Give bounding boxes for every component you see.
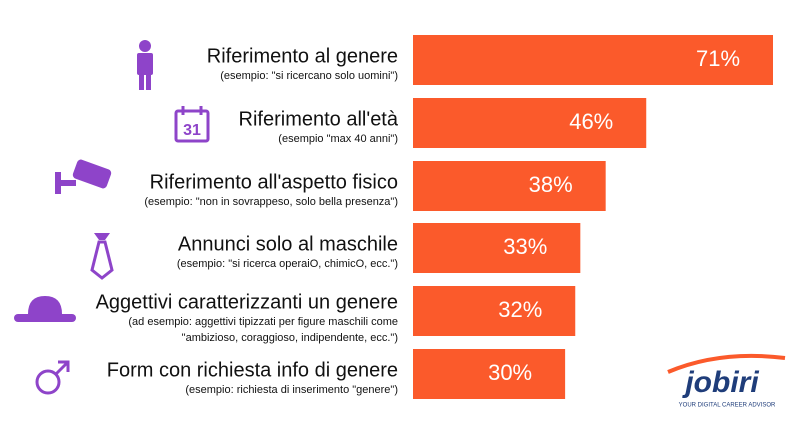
category-label: Riferimento all'aspetto fisico [150, 171, 398, 193]
bar [413, 35, 773, 85]
logo-name: jobiri [681, 366, 759, 399]
value-label: 32% [498, 297, 542, 322]
category-label: Annunci solo al maschile [178, 233, 398, 255]
bar [413, 286, 576, 336]
value-label: 38% [529, 172, 573, 197]
category-description: (ad esempio: aggettivi tipizzati per fig… [128, 316, 398, 328]
category-description: (esempio: richiesta di inserimento "gene… [185, 384, 398, 396]
category-description: (esempio "max 40 anni") [278, 133, 398, 145]
icon-person [137, 40, 153, 90]
icon-tie [90, 233, 114, 280]
bar [413, 161, 606, 211]
icon-hat [14, 296, 76, 322]
icon-calendar: 31 [174, 106, 210, 143]
value-label: 46% [569, 109, 613, 134]
value-label: 30% [488, 360, 532, 385]
category-label: Form con richiesta info di genere [107, 359, 398, 381]
category-label: Riferimento all'età [239, 108, 399, 130]
logo-tagline: YOUR DIGITAL CAREER ADVISOR [679, 403, 776, 409]
category-description: (esempio: "si ricerca operaiO, chimicO, … [177, 258, 398, 270]
bar [413, 223, 581, 273]
icon-male [35, 360, 70, 395]
value-label: 71% [696, 46, 740, 71]
category-description: "ambizioso, coraggioso, indipendente, ec… [182, 332, 398, 344]
logo: jobiri YOUR DIGITAL CAREER ADVISOR [667, 353, 786, 409]
category-label: Riferimento al genere [207, 45, 398, 67]
bar [413, 349, 566, 399]
icon-camera [55, 159, 112, 194]
category-label: Aggettivi caratterizzanti un genere [96, 291, 398, 313]
bar [413, 98, 647, 148]
logo-swoosh [667, 353, 786, 374]
value-label: 33% [503, 234, 547, 259]
category-description: (esempio: "si ricercano solo uomini") [220, 70, 398, 82]
svg-text:31: 31 [183, 122, 201, 139]
category-description: (esempio: "non in sovrappeso, solo bella… [144, 196, 398, 208]
